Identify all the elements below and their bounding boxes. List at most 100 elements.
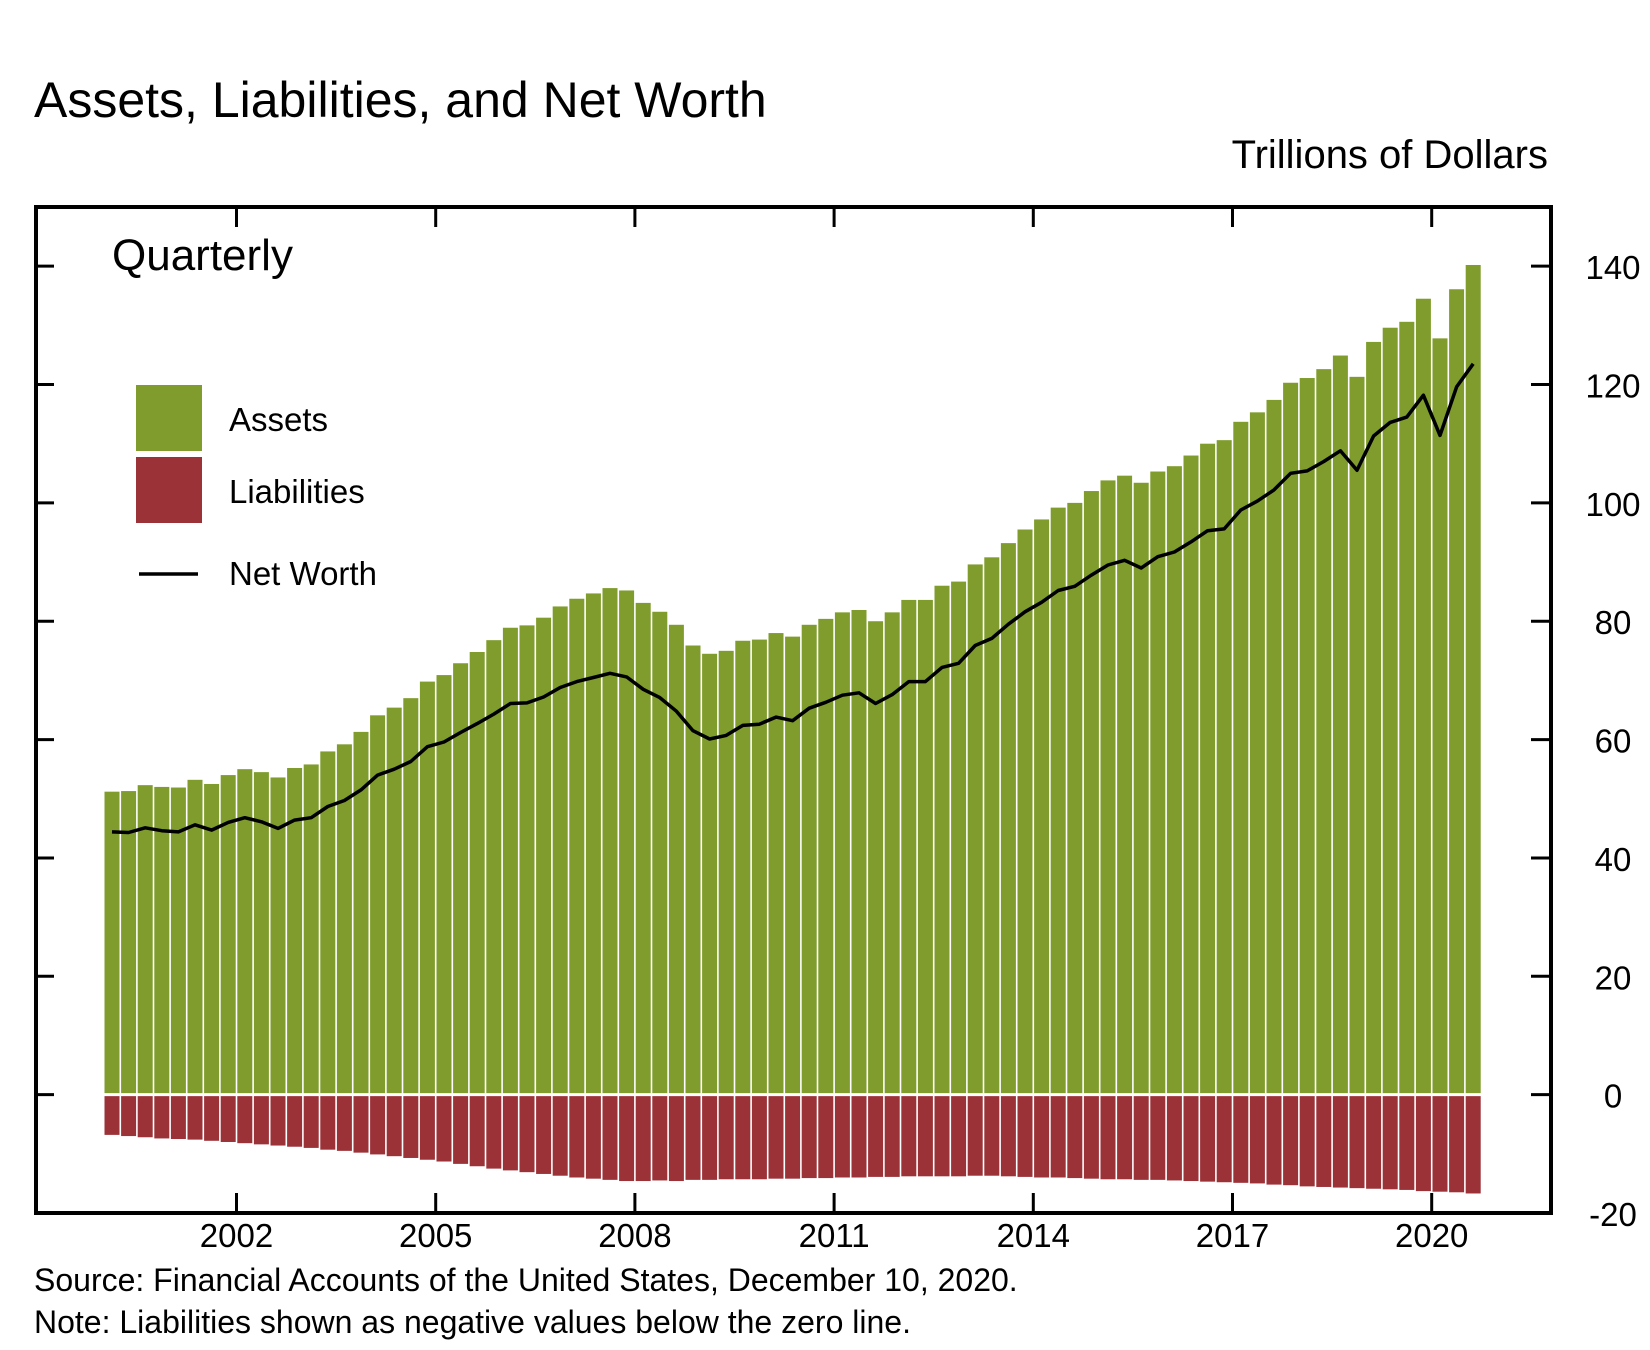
liabilities-bar	[419, 1094, 435, 1160]
liabilities-bar	[868, 1094, 884, 1177]
liabilities-bar	[1432, 1094, 1448, 1192]
liabilities-bar	[320, 1094, 336, 1150]
liabilities-bar	[1133, 1094, 1149, 1180]
liabilities-bar	[635, 1094, 651, 1182]
liabilities-bar	[1166, 1094, 1182, 1181]
liabilities-bar	[1183, 1094, 1199, 1182]
assets-bar	[635, 602, 651, 1095]
liabilities-bar	[834, 1094, 850, 1178]
assets-bar	[1349, 376, 1365, 1095]
liabilities-bar	[121, 1094, 137, 1137]
liabilities-bar	[652, 1094, 668, 1181]
x-axis: 2002 2005 2008 2011 2014 2017 2020	[200, 207, 1468, 1254]
liabilities-bar	[1017, 1094, 1033, 1177]
liabilities-bar	[187, 1094, 203, 1140]
liabilities-bar	[370, 1094, 386, 1155]
assets-bar	[901, 599, 917, 1095]
liabilities-bar	[353, 1094, 369, 1153]
assets-bar	[453, 663, 469, 1095]
frequency-label: Quarterly	[112, 231, 293, 280]
liabilities-bar	[1117, 1094, 1133, 1180]
liabilities-bar	[336, 1094, 352, 1151]
liabilities-bar	[469, 1094, 485, 1167]
liabilities-bar	[1200, 1094, 1216, 1182]
assets-bar	[386, 707, 402, 1095]
liabilities-bar	[1000, 1094, 1016, 1177]
liabilities-bar	[170, 1094, 186, 1140]
liabilities-bar	[403, 1094, 419, 1158]
liabilities-bar	[1366, 1094, 1382, 1189]
assets-bar	[237, 769, 253, 1095]
liabilities-bar	[818, 1094, 834, 1179]
assets-bar	[917, 599, 933, 1095]
liabilities-bar	[220, 1094, 236, 1142]
assets-bar	[652, 611, 668, 1095]
x-tick-label: 2002	[200, 1217, 273, 1254]
assets-bar	[1266, 399, 1282, 1095]
assets-bar	[336, 744, 352, 1095]
liabilities-bar	[1449, 1094, 1465, 1193]
liabilities-bar	[1233, 1094, 1249, 1183]
assets-bar	[1117, 475, 1133, 1095]
x-tick-label: 2020	[1395, 1217, 1468, 1254]
y-tick-label: 100	[1585, 486, 1640, 523]
assets-bar	[469, 652, 485, 1095]
liabilities-bar	[253, 1094, 269, 1145]
x-tick-label: 2014	[997, 1217, 1070, 1254]
assets-bar	[419, 681, 435, 1095]
liabilities-bar	[204, 1094, 220, 1141]
x-tick-label: 2005	[399, 1217, 472, 1254]
assets-bar	[403, 698, 419, 1095]
assets-bar	[1283, 382, 1299, 1095]
assets-bar	[1366, 341, 1382, 1095]
assets-bar	[785, 636, 801, 1095]
source-note: Source: Financial Accounts of the United…	[34, 1262, 1018, 1298]
liabilities-bar	[851, 1094, 867, 1178]
y-axis: -20 0 20 40 60 80 100 120 140	[36, 249, 1641, 1233]
assets-bar	[137, 785, 153, 1095]
assets-bar	[121, 791, 137, 1095]
liabilities-bar	[436, 1094, 452, 1162]
legend-liabilities-swatch	[136, 457, 202, 523]
liabilities-bar	[237, 1094, 253, 1144]
assets-bar	[536, 617, 552, 1095]
assets-bar	[502, 627, 518, 1095]
assets-bar	[967, 564, 983, 1095]
liabilities-bar	[1266, 1094, 1282, 1185]
assets-bar	[1150, 471, 1166, 1095]
assets-bar	[220, 775, 236, 1095]
liabilities-bar	[104, 1094, 120, 1135]
liabilities-bar	[1299, 1094, 1315, 1187]
assets-bar	[851, 609, 867, 1095]
liabilities-bar	[1050, 1094, 1066, 1178]
assets-bar	[1200, 443, 1216, 1095]
liabilities-bar	[1316, 1094, 1332, 1187]
assets-bar	[353, 731, 369, 1095]
liabilities-bar	[934, 1094, 950, 1177]
assets-bar	[934, 585, 950, 1095]
assets-bar	[1100, 480, 1116, 1095]
assets-bar	[1017, 529, 1033, 1095]
footnote: Note: Liabilities shown as negative valu…	[34, 1304, 911, 1340]
liabilities-bars	[104, 1094, 1481, 1194]
liabilities-bar	[303, 1094, 319, 1148]
assets-bar	[204, 783, 220, 1095]
liabilities-bar	[1465, 1094, 1481, 1194]
x-tick-label: 2017	[1196, 1217, 1269, 1254]
legend-assets-label: Assets	[229, 401, 328, 438]
liabilities-bar	[1332, 1094, 1348, 1188]
assets-bar	[320, 751, 336, 1095]
assets-bar	[104, 791, 120, 1095]
liabilities-bar	[685, 1094, 701, 1180]
liabilities-bar	[619, 1094, 635, 1182]
assets-bar	[1050, 507, 1066, 1095]
liabilities-bar	[552, 1094, 568, 1176]
liabilities-bar	[1034, 1094, 1050, 1178]
liabilities-bar	[502, 1094, 518, 1171]
liabilities-bar	[1399, 1094, 1415, 1190]
liabilities-bar	[1283, 1094, 1299, 1186]
assets-bar	[1000, 543, 1016, 1095]
liabilities-bar	[137, 1094, 153, 1138]
liabilities-bar	[1083, 1094, 1099, 1179]
